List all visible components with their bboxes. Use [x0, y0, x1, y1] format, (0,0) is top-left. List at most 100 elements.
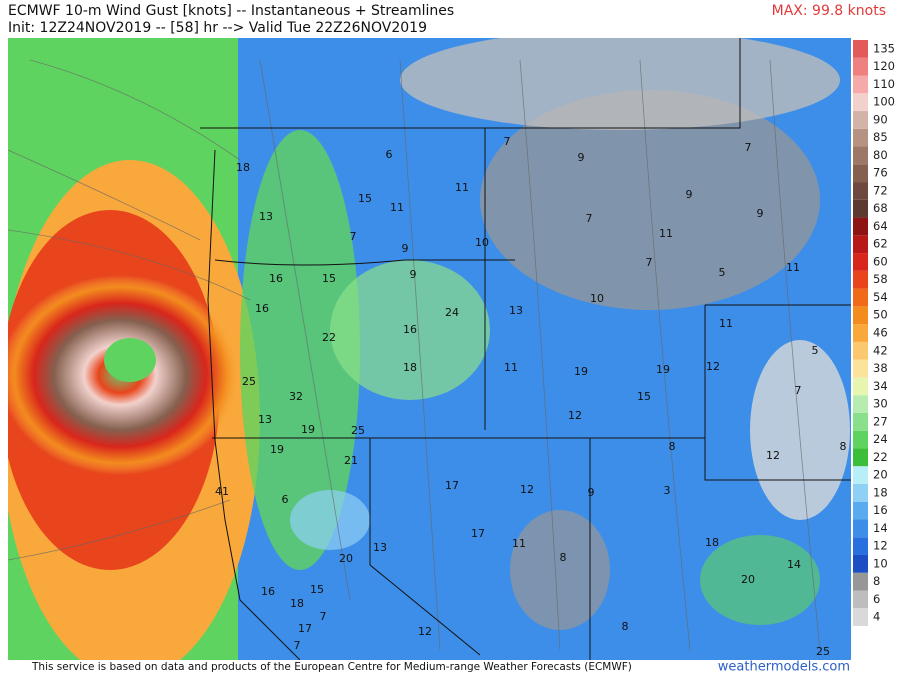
gust-label: 16: [261, 585, 275, 598]
colorbar-swatch: [853, 57, 868, 76]
colorbar-label: 58: [873, 272, 888, 286]
colorbar-swatch: [853, 501, 868, 520]
colorbar-label: 50: [873, 308, 888, 322]
gust-label: 7: [745, 141, 752, 154]
colorbar-label: 80: [873, 148, 888, 162]
gust-label: 16: [403, 323, 417, 336]
gust-label: 20: [339, 552, 353, 565]
gust-label: 11: [659, 227, 673, 240]
colorbar-label: 18: [873, 485, 888, 499]
colorbar-swatch: [853, 341, 868, 360]
colorbar-label: 135: [873, 41, 895, 55]
colorbar-swatch: [853, 40, 868, 58]
gust-label: 13: [373, 541, 387, 554]
gust-label: 7: [586, 212, 593, 225]
colorbar-label: 16: [873, 503, 888, 517]
gust-label: 13: [258, 413, 272, 426]
gust-label: 11: [719, 317, 733, 330]
gust-label: 11: [390, 201, 404, 214]
title: ECMWF 10-m Wind Gust [knots] -- Instanta…: [8, 3, 454, 19]
colorbar-label: 110: [873, 77, 895, 91]
colorbar-swatch: [853, 448, 868, 467]
gust-label: 25: [351, 424, 365, 437]
colorbar-label: 10: [873, 556, 888, 570]
gust-label: 18: [290, 597, 304, 610]
gust-label: 10: [475, 236, 489, 249]
colorbar-label: 34: [873, 379, 888, 393]
colorbar-swatch: [853, 590, 868, 609]
gust-label: 7: [504, 135, 511, 148]
gust-label: 5: [812, 344, 819, 357]
colorbar-label: 76: [873, 166, 888, 180]
footer-notice: This service is based on data and produc…: [31, 661, 632, 673]
gust-label: 20: [741, 573, 755, 586]
colorbar-swatch: [853, 235, 868, 254]
gust-label: 16: [269, 272, 283, 285]
gust-label: 9: [578, 151, 585, 164]
map: [8, 38, 851, 660]
colorbar-label: 42: [873, 343, 888, 357]
gust-label: 7: [320, 610, 327, 623]
gust-label: 11: [786, 261, 800, 274]
site: weathermodels.com: [718, 660, 850, 675]
gust-label: 12: [520, 483, 534, 496]
colorbar-label: 27: [873, 414, 888, 428]
colorbar-swatch: [853, 164, 868, 183]
colorbar-label: 22: [873, 450, 888, 464]
gust-label: 19: [301, 423, 315, 436]
colorbar-swatch: [853, 572, 868, 591]
colorbar-label: 20: [873, 468, 888, 482]
gust-label: 11: [504, 361, 518, 374]
colorbar-label: 72: [873, 183, 888, 197]
colorbar-label: 90: [873, 112, 888, 126]
colorbar-swatch: [853, 182, 868, 200]
gust-label: 16: [255, 302, 269, 315]
colorbar-swatch: [853, 395, 868, 413]
colorbar-swatch: [853, 324, 868, 342]
colorbar-label: 38: [873, 361, 888, 375]
colorbar-swatch: [853, 253, 868, 271]
gust-label: 8: [560, 551, 567, 564]
gust-label: 17: [445, 479, 459, 492]
gust-label: 9: [402, 242, 409, 255]
gust-label: 14: [787, 558, 801, 571]
gust-label: 21: [344, 454, 358, 467]
gust-label: 9: [410, 268, 417, 281]
max-value: MAX: 99.8 knots: [772, 3, 886, 19]
gust-label: 17: [471, 527, 485, 540]
gust-label: 12: [766, 449, 780, 462]
colorbar-swatch: [853, 483, 868, 502]
colorbar-swatch: [853, 146, 868, 165]
colorbar-swatch: [853, 93, 868, 112]
colorbar-swatch: [853, 306, 868, 325]
map-labels: 7 6 9 7 18 11 9 15 11 7 9 13 7 9 10 11 7 5 11 9 16 15 10 16 24 13…: [215, 135, 847, 658]
gust-label: 19: [574, 365, 588, 378]
gust-label: 19: [270, 443, 284, 456]
gust-label: 18: [705, 536, 719, 549]
colorbar-swatch: [853, 519, 868, 538]
colorbar-swatch: [853, 217, 868, 236]
gust-label: 19: [656, 363, 670, 376]
gust-label: 8: [669, 440, 676, 453]
gust-label: 15: [310, 583, 324, 596]
colorbar-label: 100: [873, 95, 895, 109]
gust-label: 5: [719, 266, 726, 279]
colorbar-swatch: [853, 199, 868, 218]
gust-label: 12: [418, 625, 432, 638]
colorbar-label: 68: [873, 201, 888, 215]
gust-label: 15: [637, 390, 651, 403]
colorbar: 4681012141618202224273034384246505458606…: [853, 40, 895, 626]
colorbar-swatch: [853, 537, 868, 555]
gust-label: 25: [816, 645, 830, 658]
colorbar-swatch: [853, 377, 868, 396]
gust-label: 8: [622, 620, 629, 633]
colorbar-swatch: [853, 270, 868, 289]
colorbar-label: 24: [873, 432, 888, 446]
gust-label: 24: [445, 306, 459, 319]
gust-label: 18: [236, 161, 250, 174]
colorbar-swatch: [853, 359, 868, 378]
gust-label: 9: [588, 486, 595, 499]
gust-label: 6: [282, 493, 289, 506]
gust-label: 7: [646, 256, 653, 269]
